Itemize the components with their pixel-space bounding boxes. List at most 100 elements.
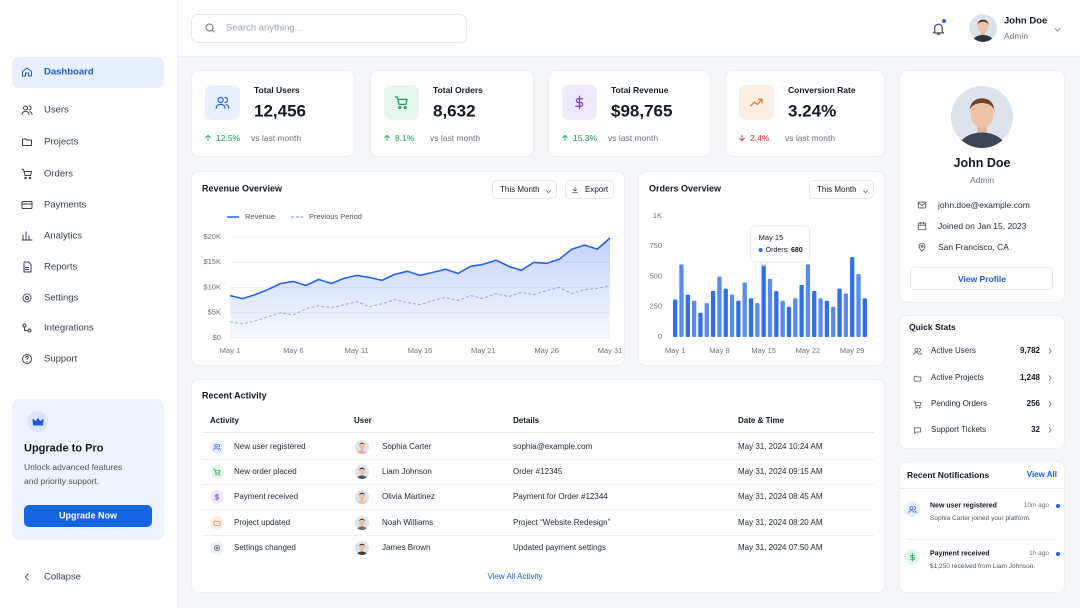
icon-part <box>21 201 33 209</box>
icon-part <box>217 96 224 104</box>
bar <box>673 299 678 337</box>
icon <box>394 95 409 110</box>
collapse[interactable]: Collapse <box>44 571 81 583</box>
icon-part <box>862 189 868 193</box>
icon-part <box>205 23 214 32</box>
bar <box>780 300 785 337</box>
activity-icon <box>210 516 224 530</box>
icon-part <box>24 573 29 581</box>
quick-stat-label[interactable]: Active Projects <box>931 373 984 382</box>
activity-name: Project updated <box>234 518 291 527</box>
bar <box>748 298 754 337</box>
nav-item[interactable]: Payments <box>44 199 87 211</box>
export-button[interactable] <box>565 180 614 199</box>
area <box>230 238 610 338</box>
avatar <box>969 14 997 42</box>
filter-button[interactable] <box>492 180 557 199</box>
nav-item[interactable]: Orders <box>44 168 74 180</box>
icon-part <box>32 417 43 425</box>
y-tick-label: 750 <box>649 241 662 250</box>
view-profile-label[interactable]: View Profile <box>957 273 1007 284</box>
bar <box>742 282 747 337</box>
icon-part <box>22 323 32 333</box>
avatar-part <box>355 541 369 555</box>
avatar-part <box>360 448 364 451</box>
bar <box>704 303 709 337</box>
y-tick-label: 1K <box>653 211 662 220</box>
bar <box>755 303 760 337</box>
view-all-activity[interactable]: View All Activity <box>487 572 543 581</box>
icon-part <box>932 23 944 35</box>
notification-title: New user registered <box>930 502 997 510</box>
x-tick-label: May 1 <box>220 346 240 355</box>
y-tick-label: 0 <box>658 332 662 341</box>
icon-part <box>862 189 868 193</box>
stat-value: 12,456 <box>254 101 306 121</box>
filter-button[interactable] <box>809 180 874 199</box>
nav-item[interactable]: Support <box>44 353 78 365</box>
avatar-part <box>359 519 365 526</box>
nav-item[interactable]: Settings <box>44 292 79 304</box>
unread-dot <box>1056 504 1060 508</box>
stat-label: Total Users <box>254 84 300 95</box>
x-tick-label: May 29 <box>840 346 865 355</box>
user-name[interactable]: John Doe <box>1004 15 1048 27</box>
icon-part <box>22 293 32 303</box>
bar <box>685 294 690 337</box>
icon-part <box>214 545 220 551</box>
icon <box>32 416 44 428</box>
column-header: Activity <box>210 416 239 425</box>
export-label[interactable]: Export <box>585 184 609 194</box>
bar <box>723 288 728 337</box>
nav-item[interactable]: Integrations <box>44 322 94 334</box>
icon <box>1046 426 1054 434</box>
icon-part <box>21 201 33 209</box>
nav-item[interactable]: Analytics <box>44 230 83 242</box>
icon-part <box>23 105 28 111</box>
search-box[interactable] <box>191 14 467 43</box>
icon <box>21 199 33 211</box>
filter-label[interactable]: This Month <box>817 184 857 194</box>
icon-part <box>912 400 921 408</box>
icon-part <box>920 244 924 248</box>
icon-part <box>907 505 917 513</box>
nav-item[interactable]: Projects <box>44 136 79 148</box>
avatar-part <box>359 493 365 500</box>
nav-item[interactable]: Reports <box>44 261 78 273</box>
avatar-part <box>359 467 365 471</box>
quick-stat-label[interactable]: Support Tickets <box>931 425 987 434</box>
icon <box>21 104 33 116</box>
search-placeholder[interactable]: Search anything... <box>226 22 303 34</box>
avatar <box>355 541 369 555</box>
tooltip-dot <box>758 248 763 252</box>
nav-item[interactable]: Users <box>44 104 69 116</box>
icon-part <box>28 176 32 180</box>
icon-part <box>21 169 32 176</box>
quick-stat-label[interactable]: Pending Orders <box>931 399 988 408</box>
icon <box>213 443 221 451</box>
view-profile-button[interactable] <box>910 267 1053 290</box>
icon <box>21 136 33 148</box>
bar <box>767 278 773 337</box>
avatar-part <box>356 551 368 555</box>
x-tick-label: May 22 <box>796 346 821 355</box>
view-all-link[interactable]: View All <box>1026 470 1057 479</box>
icon <box>931 21 946 36</box>
upgrade-button-label[interactable]: Upgrade Now <box>58 510 118 521</box>
avatar-part <box>355 440 369 454</box>
icon-part <box>1048 375 1052 381</box>
icon-part <box>739 134 745 142</box>
x-tick-label: May 1 <box>665 346 685 355</box>
upgrade-button[interactable] <box>24 505 152 527</box>
icon-part <box>912 400 921 406</box>
quick-stat-label[interactable]: Active Users <box>931 346 976 355</box>
activity-name: Settings changed <box>234 543 296 552</box>
icon <box>213 544 221 552</box>
icon-part <box>917 201 927 209</box>
icon <box>738 134 746 142</box>
nav-item[interactable]: Dashboard <box>44 66 94 78</box>
filter-label[interactable]: This Month <box>500 184 540 194</box>
bar <box>761 254 766 337</box>
avatar <box>355 516 369 530</box>
